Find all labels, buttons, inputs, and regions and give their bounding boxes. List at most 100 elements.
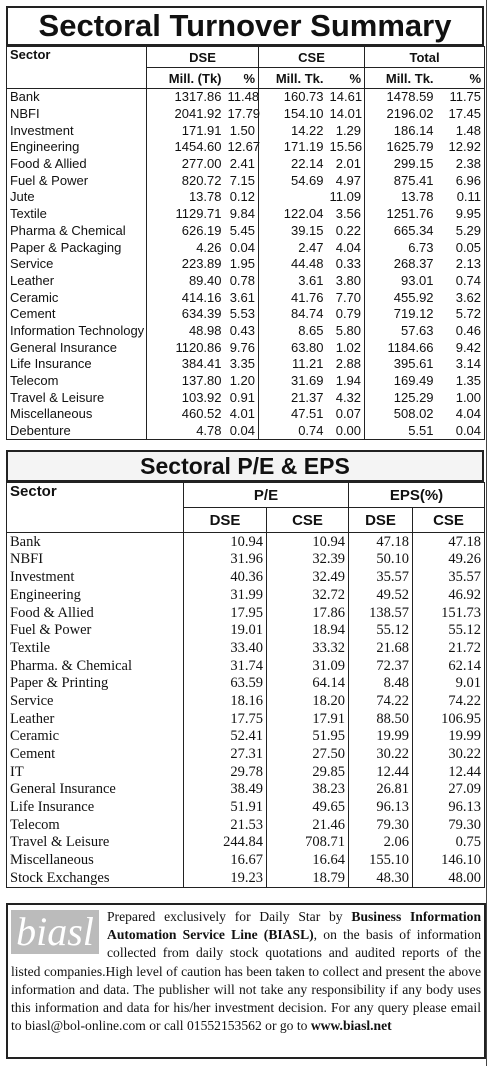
- sector-name: Jute: [10, 189, 35, 205]
- cell-value: 6.96: [455, 172, 482, 188]
- sector-name: Leather: [10, 710, 55, 727]
- cell-value: 1.00: [455, 389, 482, 405]
- cell-value: 1251.76: [364, 205, 437, 223]
- cell-value: 17.75: [183, 710, 267, 728]
- data-row: Textile 33.40 33.32 21.68 21.72: [7, 639, 485, 658]
- column-subheader: %: [436, 67, 485, 89]
- footer-text: www.biasl.net: [310, 1018, 392, 1034]
- cell-value: 1.20: [229, 373, 256, 389]
- cell-value: 21.68: [348, 639, 413, 658]
- subheader-row: DSE CSE DSE CSE: [7, 507, 485, 534]
- sector-name: Engineering: [10, 586, 81, 603]
- logo: biasl: [11, 910, 99, 954]
- cell-value: 29.85: [266, 763, 349, 782]
- cell-value: 0.04: [229, 423, 256, 439]
- sector-name: Stock Exchanges: [10, 869, 110, 886]
- cell-value: 719.12: [364, 305, 437, 323]
- turnover-title: Sectoral Turnover Summary: [6, 6, 484, 46]
- sector-name: Ceramic: [10, 728, 60, 745]
- cell-value: 0.22: [335, 222, 362, 238]
- cell-value: 12.67: [227, 139, 261, 155]
- cell-value: 18.20: [266, 692, 349, 711]
- cell-value: 1317.86: [146, 88, 225, 106]
- cell-value: 17.95: [183, 604, 267, 622]
- cell-value: 22.14: [258, 155, 327, 173]
- cell-value: 1.29: [335, 122, 362, 138]
- cell-value: 138.57: [348, 604, 413, 622]
- data-row: Jute 13.78 0.12 11.09 13.78 0.11: [7, 189, 485, 206]
- cell-value: 0.74: [258, 422, 327, 440]
- sector-name: Travel & Leisure: [10, 834, 110, 851]
- cell-value: 3.35: [229, 356, 256, 372]
- cell-value: 21.46: [266, 816, 349, 835]
- cell-value: 31.69: [258, 372, 327, 390]
- column-subheader: Mill. Tk.: [258, 67, 327, 89]
- cell-value: 1.50: [229, 122, 256, 138]
- cell-value: 455.92: [364, 289, 437, 306]
- sector-name: Engineering: [10, 139, 80, 155]
- cell-value: 49.52: [348, 586, 413, 605]
- cell-value: 51.91: [183, 798, 267, 817]
- cell-value: 1.48: [455, 122, 482, 138]
- cell-value: 0.05: [455, 239, 482, 255]
- cell-value: 50.10: [348, 551, 413, 569]
- cell-value: 72.37: [348, 657, 413, 675]
- sector-name: Paper & Printing: [10, 675, 109, 692]
- cell-value: 6.73: [364, 239, 437, 256]
- cell-value: 146.10: [412, 851, 485, 870]
- cell-value: 57.63: [364, 322, 437, 340]
- data-row: General Insurance 1120.86 9.76 63.80 1.02 118…: [7, 339, 485, 356]
- cell-value: 27.31: [183, 745, 267, 764]
- sector-name: Pharma & Chemical: [10, 222, 126, 238]
- cell-value: 875.41: [364, 172, 437, 190]
- cell-value: 21.37: [258, 389, 327, 407]
- sector-name: Food & Allied: [10, 604, 94, 621]
- sector-name: Cement: [10, 306, 56, 322]
- cell-value: 5.53: [229, 306, 256, 322]
- data-row: Travel & Leisure 103.92 0.91 21.37 4.32 125.2…: [7, 389, 485, 407]
- data-row: Bank 1317.86 11.48 160.73 14.61 1478.59 11.75: [7, 88, 485, 106]
- sector-name: NBFI: [10, 106, 40, 122]
- cell-value: 103.92: [146, 389, 225, 407]
- column-subheader: DSE: [183, 507, 267, 534]
- cell-value: 122.04: [258, 205, 327, 223]
- data-row: Miscellaneous 460.52 4.01 47.51 0.07 508.02 4.…: [7, 406, 485, 423]
- sector-name: NBFI: [10, 551, 44, 568]
- sector-name: General Insurance: [10, 339, 117, 355]
- data-row: Leather 89.40 0.78 3.61 3.80 93.01 0.74: [7, 272, 485, 290]
- cell-value: 31.96: [183, 551, 267, 569]
- cell-value: 384.41: [146, 356, 225, 373]
- cell-value: 14.61: [329, 89, 363, 105]
- cell-value: 2.01: [335, 156, 362, 172]
- cell-value: 155.10: [348, 851, 413, 870]
- sector-name: Paper & Packaging: [10, 239, 122, 255]
- sector-name: Life Insurance: [10, 799, 95, 816]
- cell-value: 12.92: [448, 139, 482, 155]
- cell-value: 74.22: [348, 692, 413, 711]
- cell-value: 21.53: [183, 816, 267, 835]
- cell-value: 16.67: [183, 851, 267, 870]
- cell-value: 19.23: [183, 869, 267, 888]
- sector-name: Travel & Leisure: [10, 389, 105, 405]
- cell-value: 10.94: [183, 532, 267, 552]
- data-row: IT 29.78 29.85 12.44 12.44: [7, 763, 485, 782]
- cell-value: 74.22: [412, 692, 485, 711]
- cell-value: 3.61: [258, 272, 327, 290]
- cell-value: 38.49: [183, 781, 267, 799]
- cell-value: 14.22: [258, 122, 327, 140]
- cell-value: 171.91: [146, 122, 225, 140]
- sector-name: Fuel & Power: [10, 622, 92, 639]
- sector-name: Bank: [10, 533, 41, 550]
- cell-value: 1120.86: [146, 339, 225, 356]
- cell-value: 1.95: [229, 256, 256, 272]
- cell-value: 5.72: [455, 306, 482, 322]
- data-row: Fuel & Power 19.01 18.94 55.12 55.12: [7, 621, 485, 640]
- sector-name: Life Insurance: [10, 356, 92, 372]
- data-row: Stock Exchanges 19.23 18.79 48.30 48.00: [7, 869, 485, 888]
- data-row: Paper & Packaging 4.26 0.04 2.47 4.04 6.73 0.0…: [7, 239, 485, 256]
- cell-value: 460.52: [146, 406, 225, 423]
- cell-value: 2.38: [455, 156, 482, 172]
- cell-value: 96.13: [348, 798, 413, 817]
- sector-name: Ceramic: [10, 289, 59, 305]
- sector-name: Food & Allied: [10, 156, 87, 172]
